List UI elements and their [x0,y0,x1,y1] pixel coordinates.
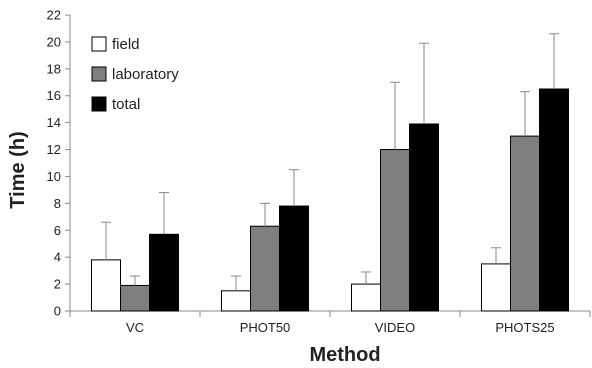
legend-swatch-total [91,96,107,112]
bar-field-phots25 [481,263,511,312]
y-tick-label: 22 [47,8,61,23]
y-tick-label: 12 [47,142,61,157]
y-tick-label: 18 [47,61,61,76]
x-tick-label-phot50: PHOT50 [240,320,291,335]
legend: field laboratory total [91,36,179,113]
y-tick-label: 4 [54,250,61,265]
error-bars [101,33,559,291]
y-tick-label: 16 [47,88,61,103]
y-tick-label: 14 [47,115,61,130]
y-tick-label: 8 [54,196,61,211]
bars [91,88,569,312]
bar-total-video [409,123,439,312]
y-tick-label: 2 [54,277,61,292]
y-tick-label: 20 [47,34,61,49]
bar-laboratory-vc [120,284,150,312]
bar-laboratory-phot50 [250,225,280,312]
x-tick-label-phots25: PHOTS25 [495,320,554,335]
bar-total-vc [149,233,179,312]
legend-swatch-laboratory [91,66,107,82]
x-axis-title: Method [309,344,380,366]
y-axis: 0 2 4 6 8 10 12 14 16 18 20 22 [47,8,71,319]
legend-label-field: field [112,36,140,53]
bar-total-phot50 [279,205,309,312]
bar-field-video [351,283,381,312]
bar-field-vc [91,259,121,312]
y-axis-title: Time (h) [7,131,29,208]
y-tick-label: 10 [47,169,61,184]
legend-label-total: total [112,96,140,113]
bar-laboratory-video [380,149,410,312]
bar-field-phot50 [221,290,251,312]
x-tick-label-vc: VC [126,320,144,335]
x-tick-label-video: VIDEO [375,320,415,335]
bar-laboratory-phots25 [510,135,540,312]
y-tick-label: 6 [54,223,61,238]
bar-total-phots25 [539,88,569,312]
legend-swatch-field [91,36,107,52]
y-tick-label: 0 [54,304,61,319]
x-axis: VC PHOT50 VIDEO PHOTS25 [69,310,591,335]
legend-label-laboratory: laboratory [112,66,179,83]
